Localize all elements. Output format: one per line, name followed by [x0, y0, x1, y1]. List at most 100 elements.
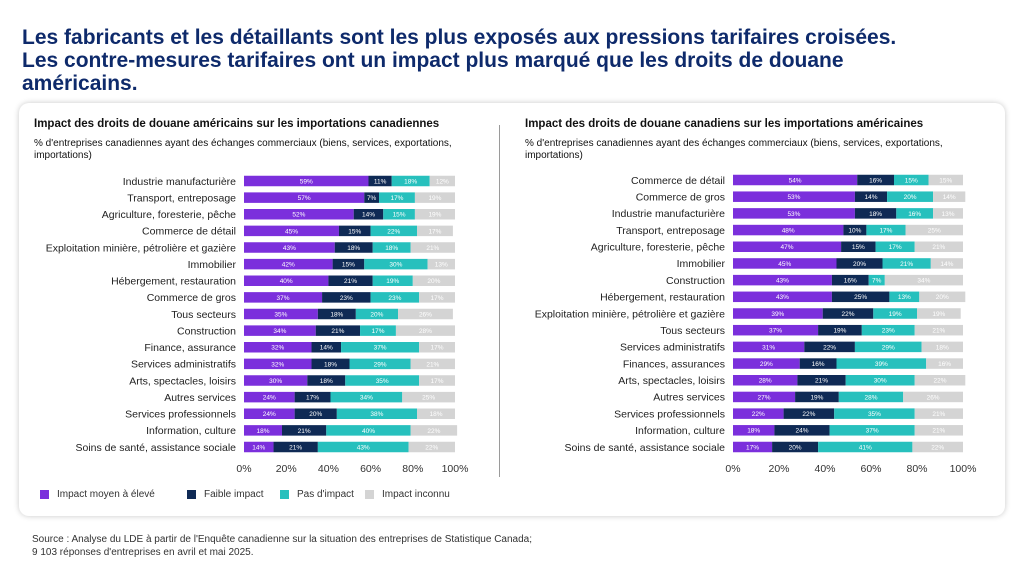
- right-data-label-low: 10%: [848, 227, 861, 234]
- right-bar-high: [733, 341, 805, 353]
- right-data-label-high: 17%: [746, 444, 759, 451]
- right-x-tick-label: 60%: [860, 463, 881, 475]
- right-data-label-low: 16%: [812, 361, 825, 368]
- left-data-label-none: 17%: [390, 195, 403, 202]
- left-bar-low: [294, 408, 337, 419]
- left-data-label-unknown: 17%: [428, 228, 441, 235]
- right-bar-high: [733, 224, 844, 236]
- left-data-label-none: 23%: [388, 295, 401, 302]
- left-bar-high: [244, 441, 274, 453]
- right-data-label-unknown: 25%: [928, 227, 941, 234]
- right-bar-low: [854, 208, 897, 219]
- right-bar-unknown: [914, 324, 963, 336]
- right-bar-unknown: [933, 208, 963, 219]
- left-category-label: Autres services: [164, 392, 236, 404]
- right-bar-high: [733, 375, 798, 386]
- right-data-label-low: 19%: [810, 394, 823, 401]
- legend-label-high: Impact moyen à élevé: [57, 489, 155, 500]
- left-bar-none: [372, 275, 413, 286]
- left-bar-none: [360, 325, 396, 336]
- left-bar-low: [322, 292, 371, 303]
- left-data-label-low: 21%: [344, 278, 357, 285]
- right-data-label-low: 19%: [833, 328, 846, 335]
- left-data-label-none: 37%: [374, 345, 387, 352]
- left-category-label: Commerce de gros: [147, 292, 236, 304]
- right-data-label-high: 22%: [752, 411, 765, 418]
- left-data-label-unknown: 13%: [435, 262, 448, 269]
- left-chart-title: Impact des droits de douane américains s…: [34, 118, 440, 130]
- left-bar-high: [244, 325, 316, 336]
- right-bar-none: [845, 375, 915, 386]
- left-data-label-none: 18%: [385, 245, 398, 252]
- left-data-label-none: 30%: [389, 262, 402, 269]
- right-bar-low: [831, 274, 869, 286]
- right-data-label-high: 27%: [758, 394, 771, 401]
- right-bar-unknown: [930, 258, 963, 269]
- right-bar-high: [733, 208, 855, 219]
- legend: Impact moyen à élevé Faible impact Pas d…: [40, 489, 480, 503]
- right-data-label-high: 29%: [760, 361, 773, 368]
- left-x-tick-label: 80%: [402, 463, 423, 475]
- left-data-label-none: 18%: [404, 178, 417, 185]
- left-bar-unknown: [414, 209, 455, 220]
- legend-swatch-unknown: [365, 490, 374, 499]
- right-data-label-high: 47%: [781, 244, 794, 251]
- legend-swatch-low: [187, 490, 196, 499]
- right-bar-none: [887, 191, 934, 202]
- right-bar-low: [854, 191, 888, 202]
- left-bar-high: [244, 225, 339, 237]
- right-bar-low: [783, 408, 835, 419]
- left-bar-none: [345, 375, 420, 386]
- right-data-label-low: 16%: [869, 177, 882, 184]
- right-bar-low: [836, 258, 883, 269]
- left-bar-unknown: [398, 308, 453, 320]
- left-data-label-none: 38%: [370, 411, 383, 418]
- title-line-1: Les fabricants et les détaillants sont l…: [22, 26, 897, 49]
- left-bar-low: [311, 358, 350, 370]
- left-data-label-low: 21%: [298, 428, 311, 435]
- left-bar-high: [244, 408, 295, 419]
- left-bar-high: [244, 209, 354, 220]
- left-category-label: Construction: [177, 325, 236, 337]
- left-data-label-unknown: 19%: [428, 212, 441, 219]
- left-data-label-low: 7%: [367, 195, 377, 202]
- right-data-label-unknown: 14%: [940, 261, 953, 268]
- right-data-label-unknown: 13%: [942, 211, 955, 218]
- left-bar-unknown: [427, 258, 455, 270]
- left-category-label: Hébergement, restauration: [111, 276, 236, 288]
- left-bar-unknown: [419, 292, 455, 303]
- right-data-label-none: 15%: [905, 177, 918, 184]
- right-data-label-high: 31%: [762, 344, 775, 351]
- left-bar-high: [244, 375, 308, 386]
- left-data-label-none: 19%: [386, 278, 399, 285]
- right-bar-high: [733, 408, 784, 419]
- left-category-label: Services administratifs: [131, 359, 236, 371]
- left-data-label-low: 18%: [347, 245, 360, 252]
- right-data-label-none: 17%: [889, 244, 902, 251]
- right-bar-unknown: [914, 408, 963, 419]
- legend-item-high: Impact moyen à élevé: [40, 489, 155, 500]
- left-bar-none: [326, 425, 411, 436]
- left-bar-low: [332, 258, 365, 270]
- left-bar-unknown: [417, 225, 453, 237]
- right-category-label: Hébergement, restauration: [600, 292, 725, 304]
- right-data-label-unknown: 14%: [943, 194, 956, 201]
- right-data-label-none: 37%: [866, 428, 879, 435]
- right-bar-none: [818, 441, 913, 453]
- left-bar-low: [294, 391, 331, 403]
- right-bar-high: [733, 274, 832, 286]
- left-bar-low: [334, 242, 373, 253]
- left-data-label-low: 18%: [324, 361, 337, 368]
- left-data-label-low: 14%: [320, 345, 333, 352]
- left-data-label-high: 37%: [277, 295, 290, 302]
- left-bar-unknown: [429, 175, 455, 187]
- right-bar-low: [804, 341, 855, 353]
- right-bar-unknown: [914, 241, 963, 252]
- left-data-label-high: 32%: [271, 361, 284, 368]
- right-data-label-unknown: 20%: [936, 294, 949, 301]
- left-category-label: Industrie manufacturière: [123, 176, 236, 188]
- left-bar-high: [244, 275, 329, 286]
- left-data-label-high: 14%: [252, 444, 265, 451]
- right-data-label-none: 29%: [882, 344, 895, 351]
- right-data-label-none: 39%: [875, 361, 888, 368]
